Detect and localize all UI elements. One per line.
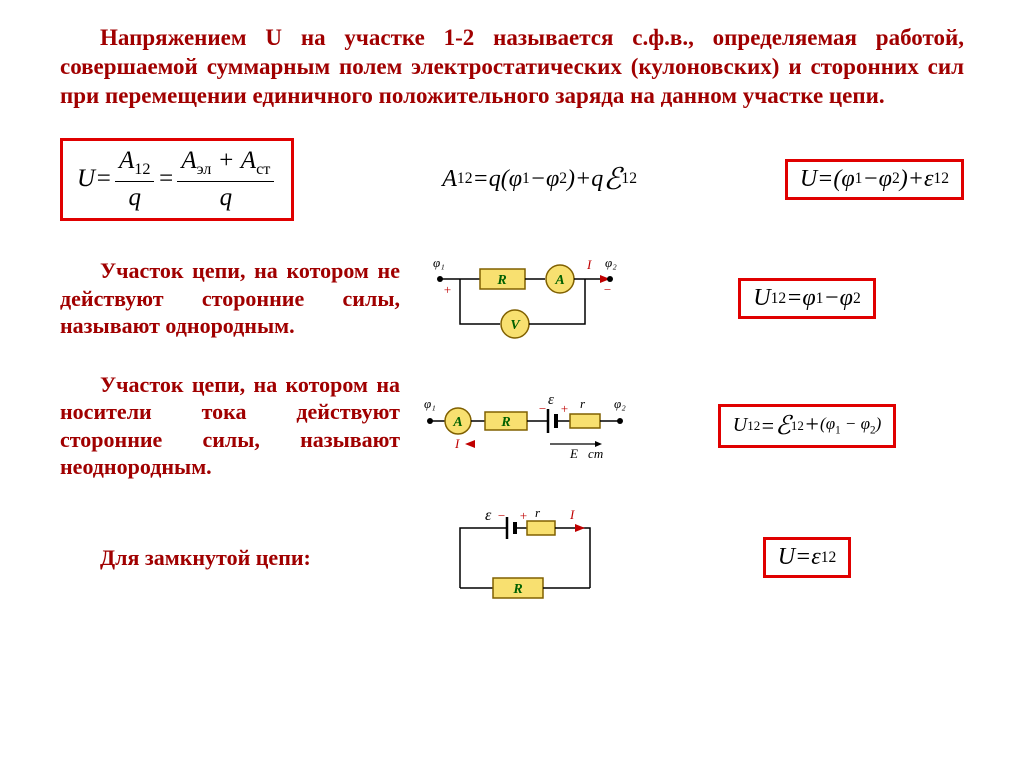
definition-text: Напряжением U на участке 1-2 называется … bbox=[60, 24, 964, 110]
svg-text:R: R bbox=[512, 582, 522, 597]
svg-text:I: I bbox=[454, 436, 460, 451]
svg-text:R: R bbox=[500, 415, 510, 430]
svg-text:+: + bbox=[443, 282, 452, 297]
diagram-inhomogeneous: A R φ₁ φ₂ ε r − + I bbox=[420, 386, 630, 466]
diagram-homogeneous: R A φ₁ φ₂ + − I V bbox=[420, 249, 630, 349]
formula-u-closed: U = ε12 bbox=[763, 537, 852, 578]
formula-u12-inhomo: U12 = ℰ12 + (φ1 − φ2) bbox=[718, 404, 896, 448]
svg-text:+: + bbox=[560, 401, 569, 416]
svg-text:φ₂: φ₂ bbox=[605, 255, 617, 270]
formula-a12: A12 = q(φ1 − φ2) + qℰ12 bbox=[442, 162, 637, 197]
svg-text:r: r bbox=[580, 396, 586, 411]
svg-text:−: − bbox=[497, 508, 506, 523]
svg-text:φ₂: φ₂ bbox=[614, 396, 626, 411]
section-closed: Для замкнутой цепи: R ε r − + I bbox=[60, 503, 964, 613]
svg-text:+: + bbox=[519, 508, 528, 523]
svg-text:E⃗ст: E⃗ст bbox=[569, 446, 603, 461]
formula-main-u: U = A12 q = Aэл + Aст q bbox=[60, 138, 294, 220]
svg-text:I: I bbox=[569, 507, 575, 522]
diagram-closed: R ε r − + I bbox=[420, 503, 630, 613]
section-inhomogeneous: Участок цепи, на котором на носители ток… bbox=[60, 371, 964, 481]
closed-text: Для замкнутой цепи: bbox=[60, 545, 400, 571]
svg-text:−: − bbox=[538, 401, 547, 416]
formula-u-full: U = (φ1 − φ2) + ε12 bbox=[785, 159, 964, 200]
svg-text:R: R bbox=[496, 273, 506, 288]
formula-row-main: U = A12 q = Aэл + Aст q A12 = q(φ1 − φ2)… bbox=[60, 138, 964, 220]
svg-text:I: I bbox=[586, 257, 592, 272]
svg-text:A: A bbox=[554, 273, 564, 288]
svg-text:r: r bbox=[535, 505, 541, 520]
svg-text:A: A bbox=[452, 415, 462, 430]
svg-text:φ₁: φ₁ bbox=[433, 255, 445, 270]
formula-u12-homo: U12 = φ1 − φ2 bbox=[738, 278, 876, 319]
section-homogeneous: Участок цепи, на котором не действуют ст… bbox=[60, 249, 964, 349]
svg-text:ε: ε bbox=[485, 507, 492, 524]
homogeneous-text: Участок цепи, на котором не действуют ст… bbox=[60, 257, 400, 340]
svg-text:ε: ε bbox=[548, 392, 554, 408]
svg-text:−: − bbox=[603, 282, 612, 297]
svg-text:φ₁: φ₁ bbox=[424, 396, 436, 411]
inhomogeneous-text: Участок цепи, на котором на носители ток… bbox=[60, 371, 400, 481]
